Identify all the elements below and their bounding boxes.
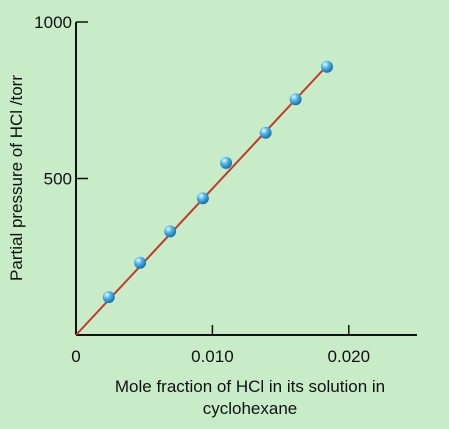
x-axis-title-line-1: Mole fraction of HCl in its solution in xyxy=(115,377,385,396)
x-axis-title-line-2: cyclohexane xyxy=(203,399,298,418)
data-point xyxy=(289,93,302,106)
axes: 500 1000 0 0.010 0.020 xyxy=(34,13,417,366)
y-axis-title: Partial pressure of HCl /torr xyxy=(7,75,26,281)
axis-labels: Partial pressure of HCl /torr Mole fract… xyxy=(7,75,385,418)
data-points xyxy=(102,60,333,304)
y-tick-label: 500 xyxy=(44,170,72,189)
x-tick-label: 0.010 xyxy=(191,347,234,366)
data-point xyxy=(164,225,177,238)
data-point xyxy=(220,156,233,169)
data-point xyxy=(134,256,147,269)
data-point xyxy=(196,192,209,205)
y-tick-label: 1000 xyxy=(34,13,72,32)
x-tick-label: 0.020 xyxy=(328,347,371,366)
data-point xyxy=(259,126,272,139)
data-point xyxy=(320,60,333,73)
data-point xyxy=(102,291,115,304)
x-tick-label: 0 xyxy=(71,347,80,366)
